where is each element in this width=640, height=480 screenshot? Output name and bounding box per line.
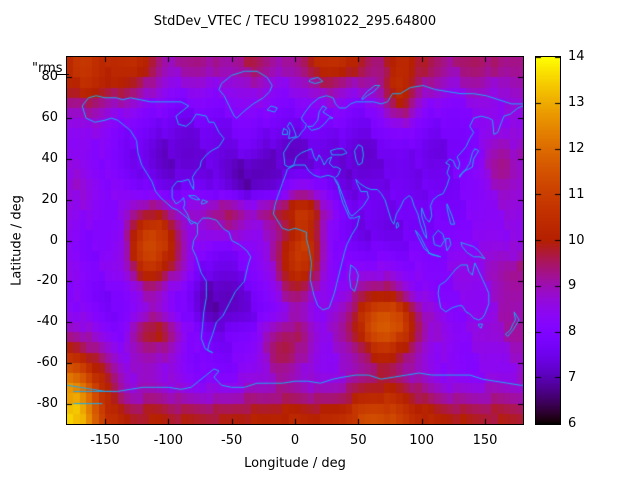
colorbar-tick-label: 7 <box>568 370 577 386</box>
colorbar-tick-label: 6 <box>568 416 577 431</box>
y-tick-label: 40 <box>41 150 58 166</box>
x-tick-label: 0 <box>290 433 300 448</box>
colorbar-tick-label: 14 <box>568 49 585 64</box>
x-axis-label: Longitude / deg <box>244 456 346 471</box>
colorbar-tick-label: 12 <box>568 140 585 156</box>
x-tick-label: 150 <box>472 433 498 448</box>
y-axis-label: Latitude / deg <box>9 195 25 286</box>
colorbar-tick-label: 11 <box>568 186 585 202</box>
map-plot-area <box>66 56 524 425</box>
x-tick-label: -150 <box>90 433 120 448</box>
colorbar-tick-label: 9 <box>568 278 577 294</box>
y-tick-label: -20 <box>36 273 58 289</box>
plot-title: StdDev_VTEC / TECU 19981022_295.64800 <box>153 14 437 29</box>
y-tick-label: 60 <box>41 110 58 126</box>
y-tick-label: 80 <box>41 69 58 85</box>
x-tick-label: 100 <box>409 433 435 448</box>
x-tick-label: -100 <box>153 433 184 448</box>
colorbar-gradient <box>536 57 560 424</box>
x-tick-label: -50 <box>221 433 243 448</box>
y-tick-label: 20 <box>41 191 58 207</box>
y-tick-label: -40 <box>36 314 58 330</box>
key-sample-line <box>57 74 67 75</box>
colorbar-tick-label: 8 <box>568 324 577 340</box>
y-tick-label: -80 <box>36 395 58 411</box>
key-label: "rms_ <box>32 61 70 76</box>
colorbar <box>535 56 561 425</box>
y-tick-label: 0 <box>49 232 58 248</box>
x-tick-label: 50 <box>350 433 367 448</box>
y-tick-label: -60 <box>36 354 58 370</box>
heatmap-canvas <box>67 57 523 424</box>
colorbar-tick-label: 10 <box>568 232 585 248</box>
colorbar-tick-label: 13 <box>568 94 585 110</box>
